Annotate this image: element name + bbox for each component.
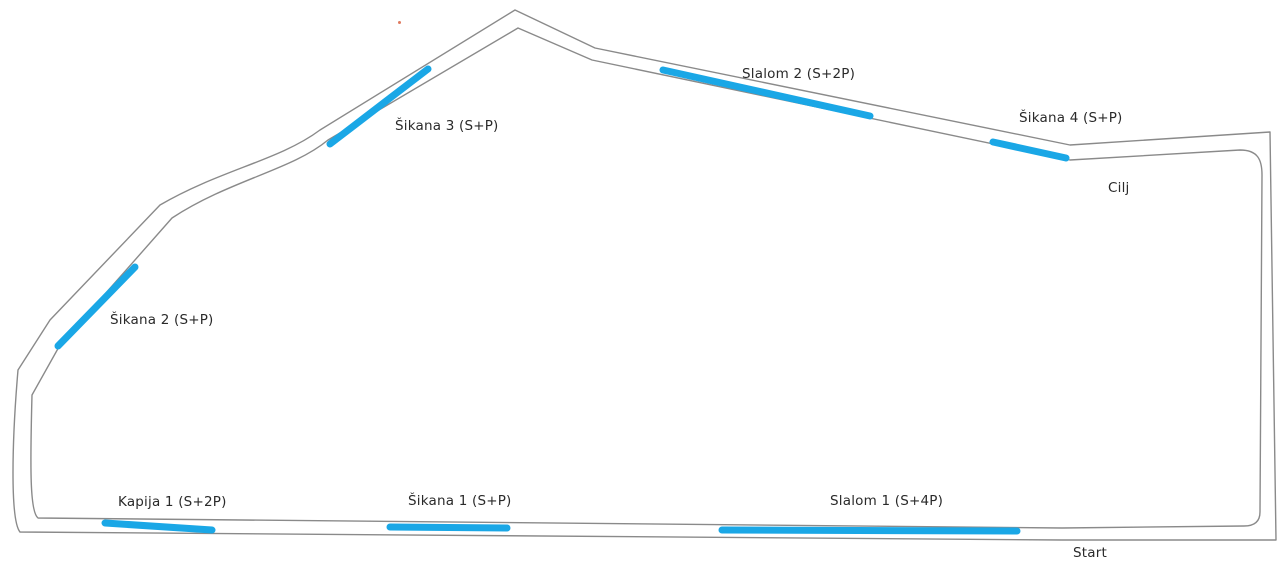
label-start: Start <box>1073 545 1107 561</box>
track-inner-boundary <box>30 27 1263 529</box>
sikana-3-segment <box>326 65 432 148</box>
label-cilj: Cilj <box>1108 180 1130 196</box>
slalom-1-segment <box>718 526 1021 535</box>
sikana-4-segment <box>989 138 1070 162</box>
label-sikana-2: Šikana 2 (S+P) <box>110 312 214 328</box>
label-slalom-1: Slalom 1 (S+4P) <box>830 493 944 509</box>
sikana-2-segment <box>54 263 139 350</box>
label-kapija-1: Kapija 1 (S+2P) <box>118 494 227 510</box>
track-outer-boundary <box>12 9 1277 541</box>
slalom-2-segment <box>659 66 874 120</box>
kapija-1-segment <box>101 519 216 534</box>
sikana-1-segment <box>386 523 511 532</box>
label-sikana-1: Šikana 1 (S+P) <box>408 493 512 509</box>
label-slalom-2: Slalom 2 (S+2P) <box>742 66 856 82</box>
label-sikana-4: Šikana 4 (S+P) <box>1019 110 1123 126</box>
ink-speck <box>398 21 401 24</box>
label-sikana-3: Šikana 3 (S+P) <box>395 118 499 134</box>
